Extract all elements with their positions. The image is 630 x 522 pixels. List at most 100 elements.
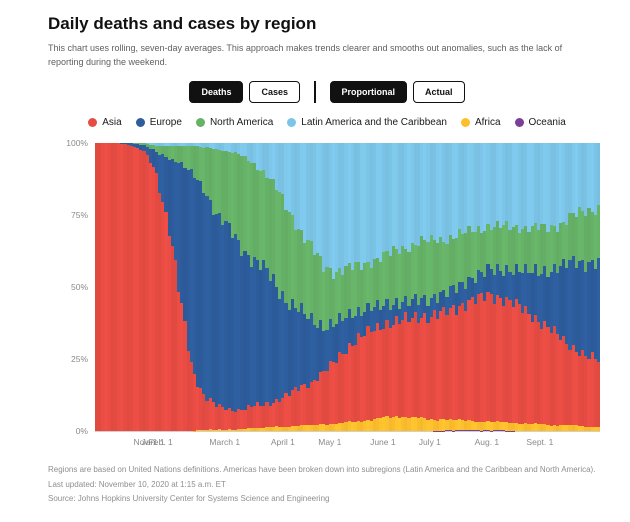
- x-axis-label: March 1: [209, 437, 241, 447]
- bar-segment: [284, 302, 288, 394]
- bar-segment: [445, 315, 449, 421]
- stacked-bar: [410, 143, 414, 431]
- bar-segment: [429, 234, 433, 298]
- bar-segment: [565, 344, 569, 426]
- bar-segment: [426, 306, 430, 324]
- bar-segment: [167, 145, 171, 160]
- bar-segment: [369, 331, 373, 421]
- bar-segment: [546, 143, 550, 232]
- bar-segment: [218, 213, 222, 405]
- bar-segment: [423, 295, 427, 313]
- bar-segment: [546, 231, 550, 277]
- bar-segment: [293, 425, 297, 431]
- bar-segment: [233, 429, 238, 431]
- stacked-bar: [426, 143, 430, 431]
- stacked-bar: [205, 143, 209, 431]
- bar-segment: [439, 143, 443, 237]
- bar-segment: [385, 320, 389, 416]
- stacked-bar: [274, 143, 279, 431]
- bar-segment: [347, 342, 351, 421]
- stacked-bar: [268, 143, 272, 431]
- bar-segment: [432, 143, 436, 241]
- bar-segment: [240, 410, 244, 430]
- stacked-bar: [543, 143, 547, 431]
- stacked-bar: [445, 143, 449, 431]
- stacked-bar: [139, 143, 143, 431]
- bar-segment: [480, 232, 484, 273]
- stacked-bar: [404, 143, 408, 431]
- stacked-bar: [338, 143, 342, 431]
- bar-segment: [139, 143, 143, 146]
- bar-segment: [322, 424, 326, 431]
- bar-segment: [461, 302, 465, 420]
- bar-segment: [211, 215, 215, 402]
- stacked-bar: [142, 143, 146, 431]
- bar-segment: [549, 271, 553, 333]
- bar-segment: [331, 361, 335, 425]
- bar-segment: [199, 143, 203, 147]
- bar-segment: [464, 310, 468, 421]
- stacked-bar: [451, 143, 455, 431]
- bar-segment: [470, 421, 474, 431]
- stacked-bar: [255, 143, 260, 431]
- bar-segment: [407, 418, 411, 431]
- stacked-bar: [565, 143, 569, 431]
- bar-segment: [495, 420, 499, 431]
- stacked-bar: [555, 143, 559, 431]
- bar-segment: [423, 240, 427, 296]
- bar-segment: [398, 253, 402, 309]
- bar-segment: [211, 149, 215, 216]
- stacked-bar: [423, 143, 427, 431]
- toggle-cases[interactable]: Cases: [249, 81, 301, 103]
- bar-segment: [227, 408, 231, 430]
- bar-segment: [473, 232, 477, 284]
- bar-segment: [322, 143, 326, 272]
- bar-segment: [391, 325, 395, 417]
- bar-segment: [404, 143, 408, 249]
- bar-segment: [457, 419, 462, 431]
- bar-segment: [467, 143, 471, 226]
- stacked-bar: [461, 143, 465, 431]
- stacked-bar: [521, 143, 525, 431]
- bar-segment: [461, 143, 465, 234]
- bar-segment: [126, 144, 130, 431]
- bar-segment: [196, 387, 200, 431]
- bar-segment: [584, 426, 588, 431]
- toggle-proportional[interactable]: Proportional: [329, 81, 408, 103]
- stacked-bar: [524, 143, 528, 431]
- bar-segment: [521, 228, 525, 274]
- bar-segment: [322, 271, 326, 331]
- stacked-bar: [517, 143, 522, 431]
- bar-segment: [290, 299, 294, 391]
- plot-area: [95, 143, 600, 432]
- bar-segment: [549, 425, 553, 431]
- bar-segment: [189, 169, 193, 363]
- bar-segment: [287, 212, 291, 310]
- bar-segment: [410, 317, 414, 417]
- bar-segment: [268, 179, 272, 281]
- bar-segment: [297, 143, 301, 230]
- toggle-deaths[interactable]: Deaths: [189, 81, 244, 103]
- bar-segment: [303, 243, 307, 315]
- toggle-actual[interactable]: Actual: [413, 81, 465, 103]
- bar-segment: [145, 143, 149, 147]
- stacked-bar: [278, 143, 282, 431]
- bar-segment: [448, 419, 452, 431]
- bar-segment: [246, 143, 250, 161]
- bar-segment: [391, 416, 395, 431]
- bar-segment: [457, 305, 462, 420]
- bar-segment: [356, 261, 361, 307]
- bar-segment: [183, 143, 187, 147]
- stacked-bar: [596, 143, 600, 431]
- stacked-bar: [123, 143, 127, 431]
- bar-segment: [341, 353, 345, 423]
- bar-segment: [284, 209, 288, 303]
- bar-segment: [429, 143, 433, 235]
- bar-segment: [590, 426, 594, 431]
- bar-segment: [445, 420, 449, 431]
- x-axis-label: July 1: [418, 437, 441, 447]
- bar-segment: [470, 297, 474, 422]
- stacked-bar: [189, 143, 193, 431]
- bar-segment: [328, 423, 332, 431]
- stacked-bar: [581, 143, 585, 431]
